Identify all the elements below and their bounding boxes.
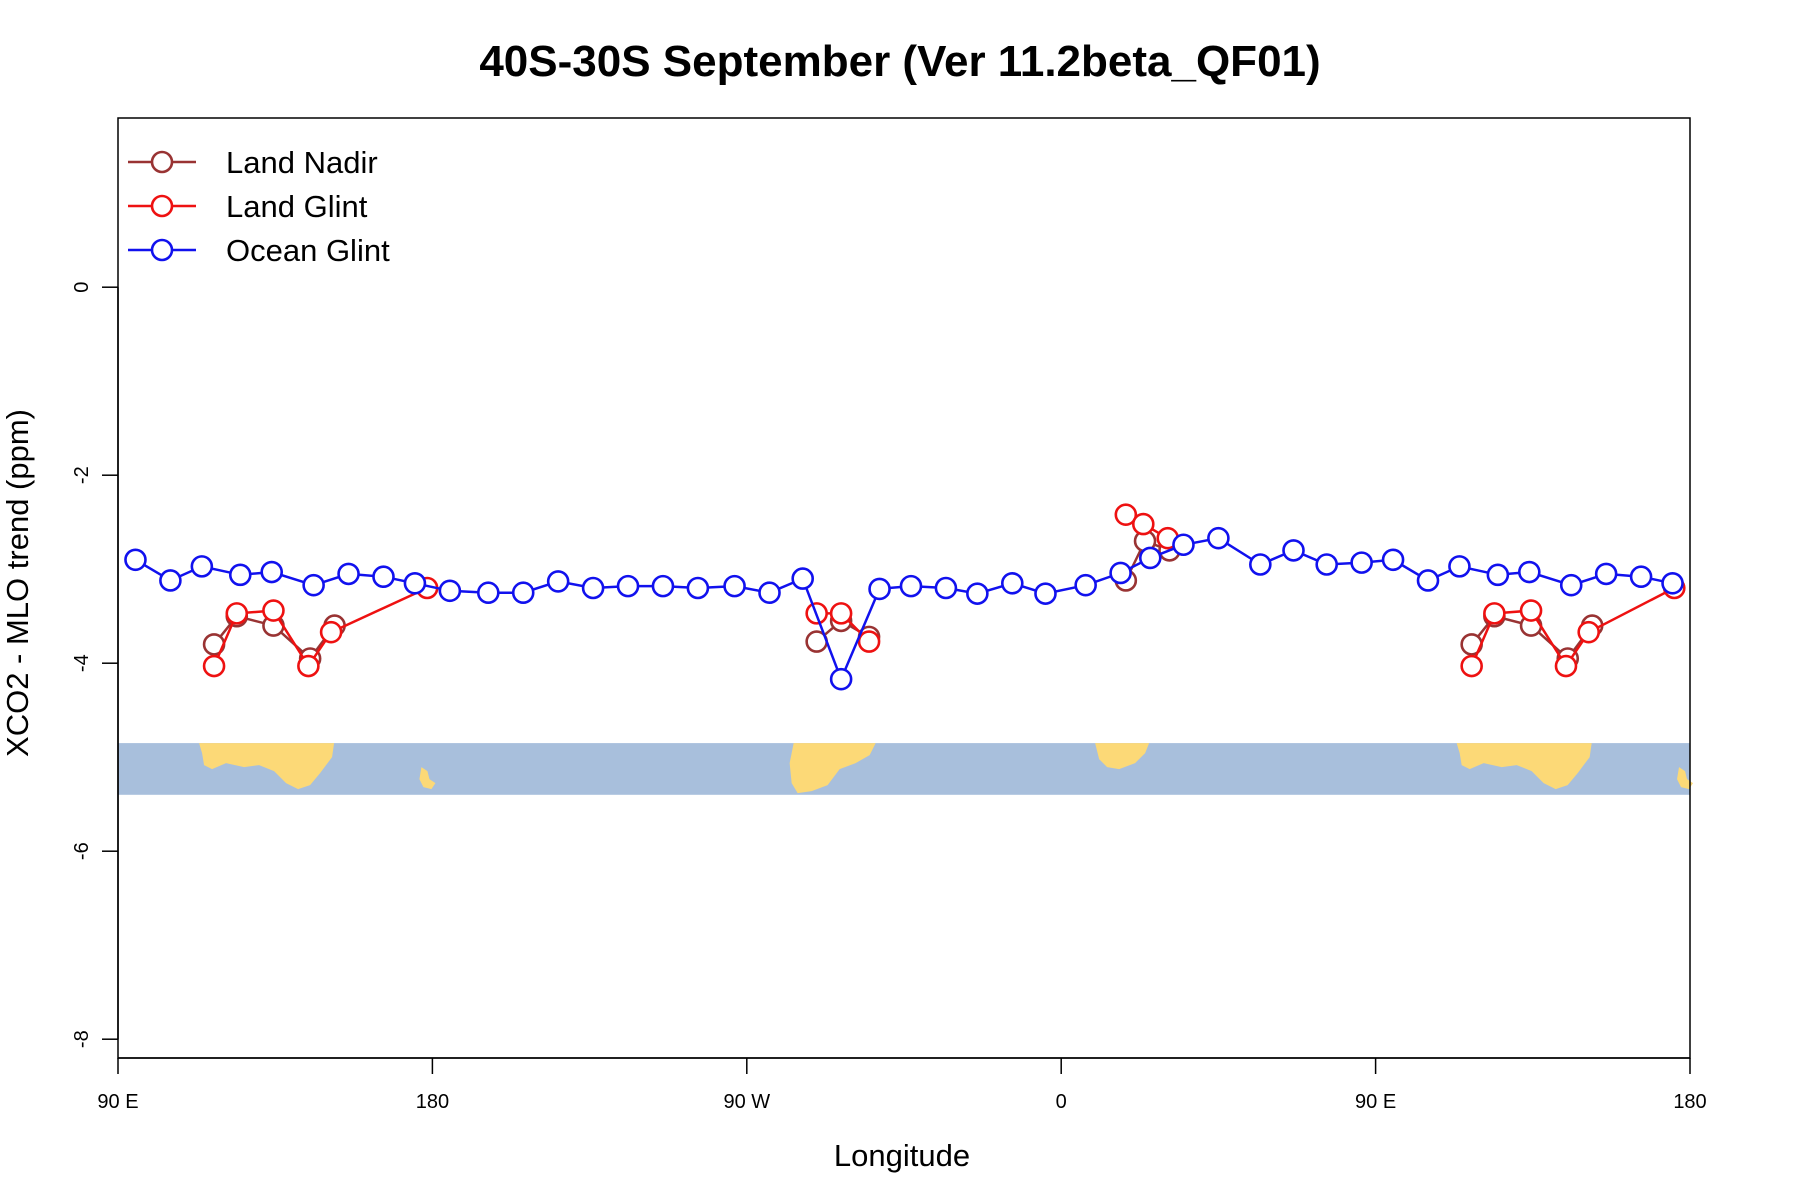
x-axis-title: Longitude <box>834 1138 970 1173</box>
data-point <box>791 567 814 590</box>
chart-title: 40S-30S September (Ver 11.2beta_QF01) <box>479 37 1320 86</box>
data-point <box>1282 539 1305 562</box>
data-point <box>1661 571 1684 595</box>
data-point <box>651 574 675 598</box>
data-point <box>758 581 781 605</box>
landmass-2 <box>789 743 876 794</box>
data-point <box>966 582 989 605</box>
y-tick-label: -8 <box>71 1030 93 1048</box>
data-point <box>403 571 427 595</box>
data-point <box>511 581 535 605</box>
data-point <box>1518 560 1541 584</box>
legend: Land Nadir Land Glint Ocean Glint <box>128 145 390 268</box>
x-axis: 90 E 180 90 W 0 90 E 180 <box>97 1057 1707 1113</box>
data-point <box>124 548 147 572</box>
data-point <box>829 602 853 625</box>
data-point <box>868 577 891 601</box>
data-point <box>1381 548 1405 572</box>
x-tick-label: 180 <box>1673 1091 1706 1113</box>
data-point <box>1577 620 1600 644</box>
landmass-5 <box>1677 767 1694 790</box>
data-point <box>319 620 343 644</box>
data-point <box>1350 551 1373 574</box>
series-ocean-glint <box>124 526 1684 691</box>
data-point <box>616 574 640 598</box>
data-point <box>1483 602 1506 625</box>
data-point <box>262 599 285 622</box>
x-tick-label: 90 W <box>723 1091 770 1113</box>
data-point <box>1519 599 1543 622</box>
data-point <box>1109 561 1132 585</box>
data-point <box>260 560 284 584</box>
y-axis-title: XCO2 - MLO trend (ppm) <box>0 409 35 757</box>
legend-item: Ocean Glint <box>128 233 390 268</box>
data-point <box>190 555 214 578</box>
x-tick-label: 90 E <box>97 1091 138 1113</box>
data-point <box>438 579 462 603</box>
data-point <box>1114 503 1138 526</box>
data-point <box>202 654 226 678</box>
landmass-0 <box>199 743 335 790</box>
data-point <box>1416 569 1440 592</box>
y-tick-label: -2 <box>71 466 93 484</box>
legend-item: Land Nadir <box>128 145 378 180</box>
data-point <box>1448 555 1471 578</box>
data-point <box>1486 563 1510 587</box>
legend-marker <box>150 238 174 262</box>
data-point <box>1629 565 1653 589</box>
data-point <box>1131 512 1155 536</box>
data-point <box>723 574 746 598</box>
data-point <box>372 565 395 589</box>
series-layer <box>124 503 1686 691</box>
map-ocean <box>118 743 1690 795</box>
legend-label: Land Glint <box>226 189 368 224</box>
landmass-1 <box>419 767 436 790</box>
map-strip <box>118 743 1694 795</box>
data-point <box>1554 654 1578 678</box>
x-tick-label: 90 E <box>1355 1091 1396 1113</box>
data-point <box>1460 654 1483 678</box>
data-point <box>934 576 958 600</box>
data-point <box>1034 582 1057 605</box>
legend-label: Ocean Glint <box>226 233 390 268</box>
data-point <box>159 569 182 592</box>
data-point <box>1172 533 1195 557</box>
y-axis: 0 -2 -4 -6 -8 <box>71 282 119 1048</box>
x-tick-label: 0 <box>1056 1091 1067 1113</box>
data-point <box>1315 553 1338 576</box>
data-point <box>899 574 923 598</box>
x-tick-label: 180 <box>416 1091 449 1113</box>
data-point <box>225 602 249 625</box>
data-point <box>1249 553 1272 576</box>
data-point <box>337 562 360 586</box>
data-point <box>686 576 710 600</box>
data-point <box>546 570 570 593</box>
data-point <box>1559 573 1583 597</box>
legend-marker <box>150 194 174 218</box>
legend-marker <box>150 150 174 174</box>
legend-label: Land Nadir <box>226 145 378 180</box>
data-point <box>829 667 853 691</box>
data-point <box>581 576 605 600</box>
data-point <box>1594 562 1618 586</box>
data-point <box>228 563 252 587</box>
map-land <box>199 743 1694 794</box>
landmass-4 <box>1456 743 1592 790</box>
y-tick-label: -6 <box>71 842 93 860</box>
landmass-3 <box>1095 743 1150 770</box>
data-point <box>1138 546 1162 570</box>
y-tick-label: -4 <box>71 654 93 672</box>
legend-item: Land Glint <box>128 189 368 224</box>
data-point <box>302 573 325 597</box>
y-tick-label: 0 <box>71 282 93 293</box>
data-point <box>1000 571 1024 595</box>
series-line <box>134 536 1673 683</box>
data-point <box>1074 573 1097 597</box>
data-point <box>476 581 500 605</box>
data-point <box>297 654 320 678</box>
data-point <box>857 630 881 653</box>
data-point <box>1207 526 1230 550</box>
